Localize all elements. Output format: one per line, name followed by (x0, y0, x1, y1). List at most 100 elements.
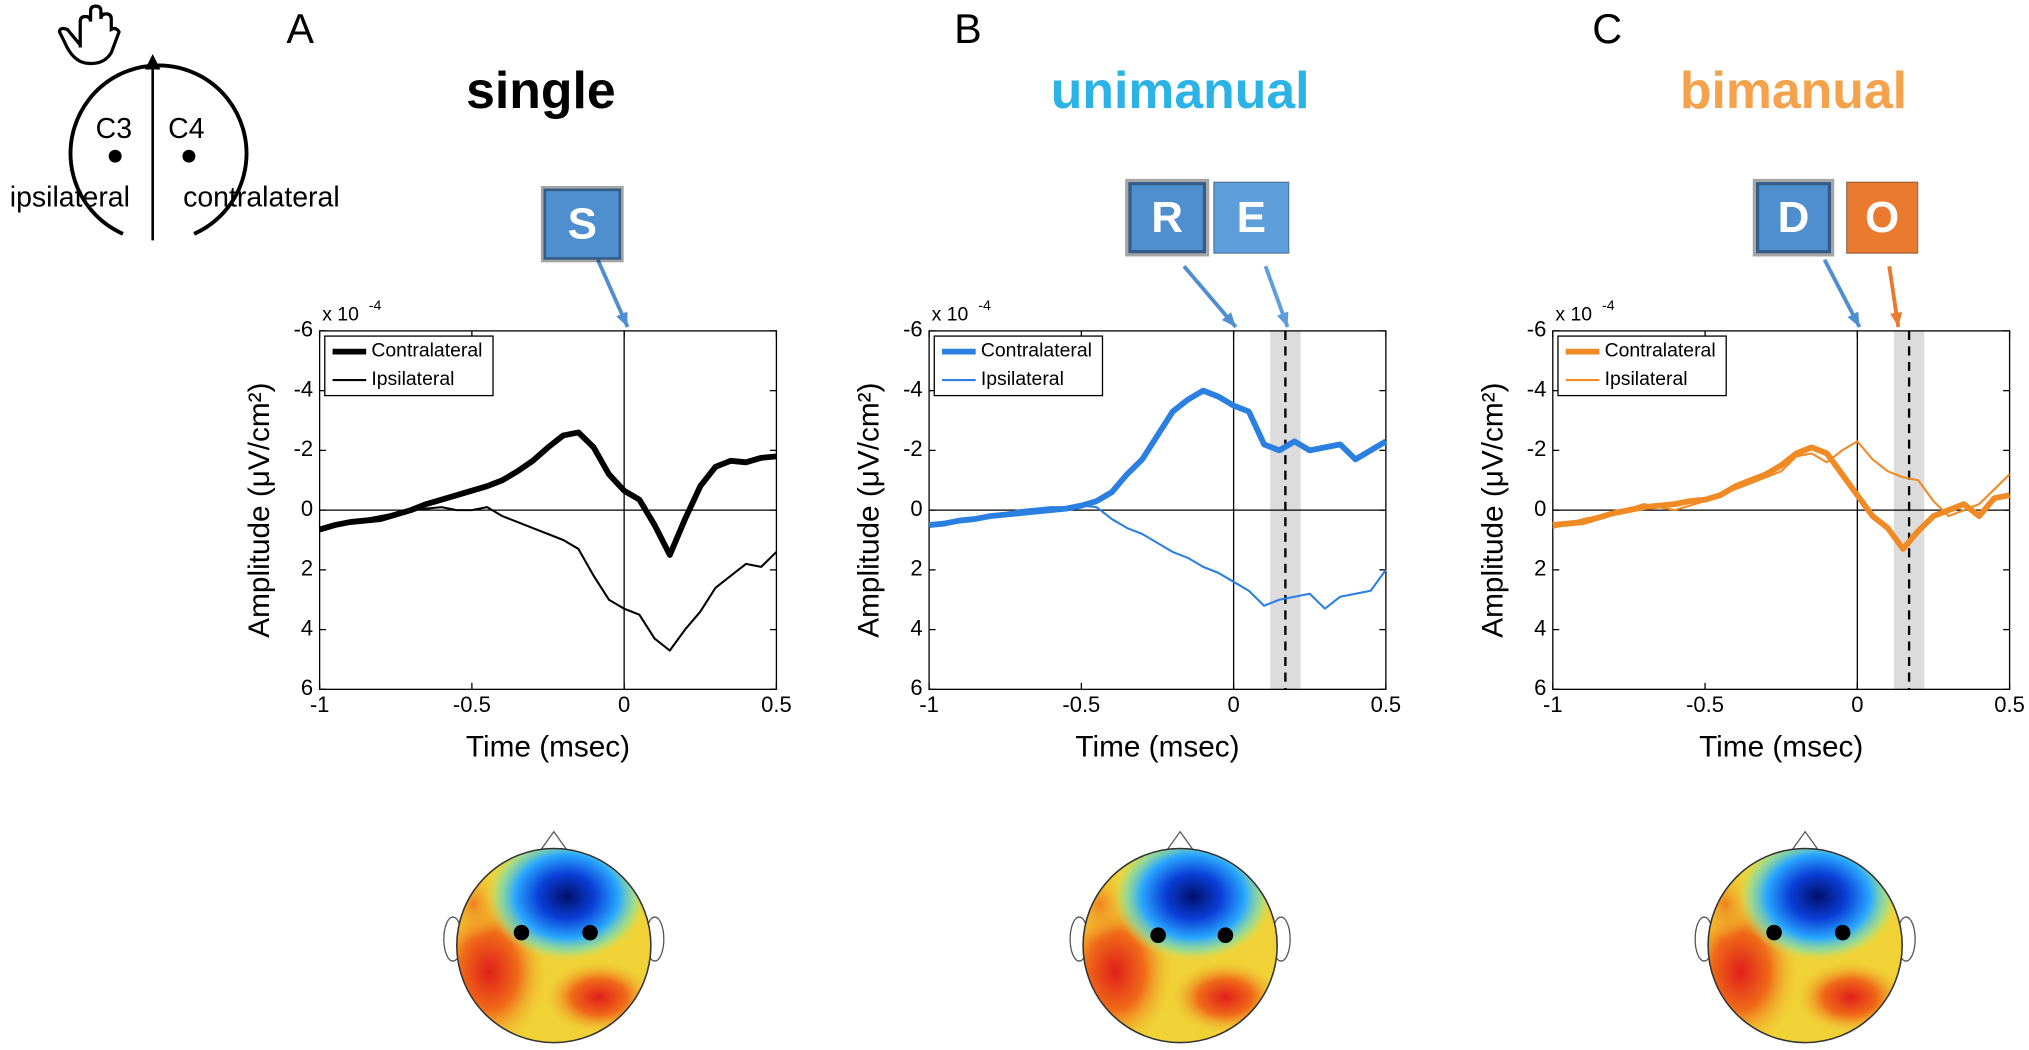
callout-arrowhead (1221, 312, 1236, 328)
panel-letter: B (954, 6, 982, 52)
y-tick-label: -6 (1527, 317, 1547, 342)
y-tick-label: 4 (910, 615, 922, 640)
electrode-dot (1217, 927, 1234, 943)
scalp-blob (1171, 961, 1278, 1034)
side-label: contralateral (183, 181, 340, 213)
nose (1166, 830, 1194, 851)
legend-label: Contralateral (371, 340, 482, 362)
electrode-dot (1834, 924, 1851, 941)
scalp-blob (486, 848, 648, 962)
series-line (319, 506, 778, 652)
series-line (928, 387, 1388, 528)
y-tick-label: 2 (1534, 556, 1546, 581)
hand-icon (57, 4, 121, 66)
x-tick-label: -0.5 (453, 692, 491, 717)
montage-diagram (57, 4, 249, 241)
legend-label: Contralateral (1605, 340, 1716, 362)
callout-box (1125, 178, 1210, 257)
y-tick-label: -2 (903, 436, 923, 461)
scalp-map (1069, 830, 1291, 1044)
side-label: ipsilateral (10, 181, 130, 213)
y-tick-label: -4 (903, 376, 923, 401)
legend-label: Ipsilateral (1605, 368, 1688, 390)
nose (540, 830, 568, 851)
legend-box (933, 335, 1104, 397)
y-tick-label: -4 (294, 376, 314, 401)
electrode-label: C4 (168, 113, 204, 145)
callout-arrowhead (1847, 311, 1860, 328)
y-tick-label: 2 (301, 556, 313, 581)
x-axis-label: Time (msec) (1075, 731, 1239, 764)
nose (1791, 830, 1819, 851)
callout-box (1213, 181, 1290, 254)
x-tick-label: -0.5 (1686, 692, 1724, 717)
scalp-map (1694, 830, 1916, 1044)
panel-title: single (466, 61, 616, 119)
legend-label: Contralateral (981, 340, 1092, 362)
scalp-blob (1737, 848, 1899, 962)
head-outline (68, 63, 249, 236)
y-tick-label: -2 (1527, 436, 1547, 461)
x-tick-label: 0.5 (761, 692, 792, 717)
axis-multiplier: x 10 (932, 303, 969, 325)
scalp-blob (1112, 848, 1274, 962)
scalp-blob (544, 961, 651, 1034)
y-tick-label: 4 (301, 615, 313, 640)
axis-multiplier-exponent: -4 (1602, 298, 1615, 314)
y-tick-label: 0 (301, 496, 313, 521)
x-tick-label: -1 (310, 692, 330, 717)
callout-label: O (1865, 193, 1899, 242)
y-tick-label: 0 (1534, 496, 1546, 521)
scalp-colors (1083, 848, 1278, 1043)
axis-multiplier-exponent: -4 (978, 298, 991, 314)
electrode-dot (582, 924, 598, 941)
scalp-blob (1796, 961, 1903, 1034)
y-tick-label: -6 (294, 317, 314, 342)
callout-arrowhead (1890, 311, 1903, 328)
electrode-dot (513, 924, 530, 941)
axis-multiplier: x 10 (322, 303, 359, 325)
scalp-colors (456, 848, 651, 1043)
axis-multiplier: x 10 (1555, 303, 1592, 325)
panel-letter: A (286, 6, 314, 52)
electrode (108, 149, 122, 163)
y-tick-label: 4 (1534, 615, 1546, 640)
callout-arrowhead (1276, 311, 1289, 328)
y-tick-label: -4 (1527, 376, 1547, 401)
series-line (1552, 444, 2011, 552)
legend-label: Ipsilateral (981, 368, 1064, 390)
legend-box (1557, 335, 1727, 397)
scalp-colors (1708, 848, 1903, 1043)
nose-marker (144, 53, 161, 70)
callout-box (1845, 181, 1919, 254)
x-axis-label: Time (msec) (1699, 731, 1863, 764)
callout-label: E (1237, 193, 1266, 242)
scalp-outline (1082, 847, 1278, 1044)
x-tick-label: -0.5 (1062, 692, 1100, 717)
axis-multiplier-exponent: -4 (369, 298, 382, 314)
y-tick-label: -6 (903, 317, 923, 342)
series-line (1552, 440, 2011, 530)
y-tick-label: 6 (910, 675, 922, 700)
callout-label: D (1778, 193, 1810, 242)
x-tick-label: -1 (919, 692, 939, 717)
electrode-dot (1766, 924, 1782, 941)
y-axis-label: Amplitude (μV/cm²) (243, 383, 276, 638)
y-tick-label: 2 (910, 556, 922, 581)
callout-arrowhead (616, 311, 628, 328)
y-axis-label: Amplitude (μV/cm²) (1476, 383, 1509, 638)
scalp-outline (456, 847, 652, 1044)
y-axis-label: Amplitude (μV/cm²) (853, 383, 886, 638)
series-line (928, 504, 1387, 610)
legend-box (324, 335, 494, 397)
panel-letter: C (1592, 6, 1622, 52)
x-tick-label: 0.5 (1371, 692, 1402, 717)
callout-box (540, 185, 624, 263)
y-tick-label: 6 (301, 675, 313, 700)
callout-box (1752, 178, 1835, 257)
scalp-map (443, 830, 665, 1044)
legend-label: Ipsilateral (371, 368, 454, 390)
panel-title: bimanual (1680, 61, 1907, 119)
